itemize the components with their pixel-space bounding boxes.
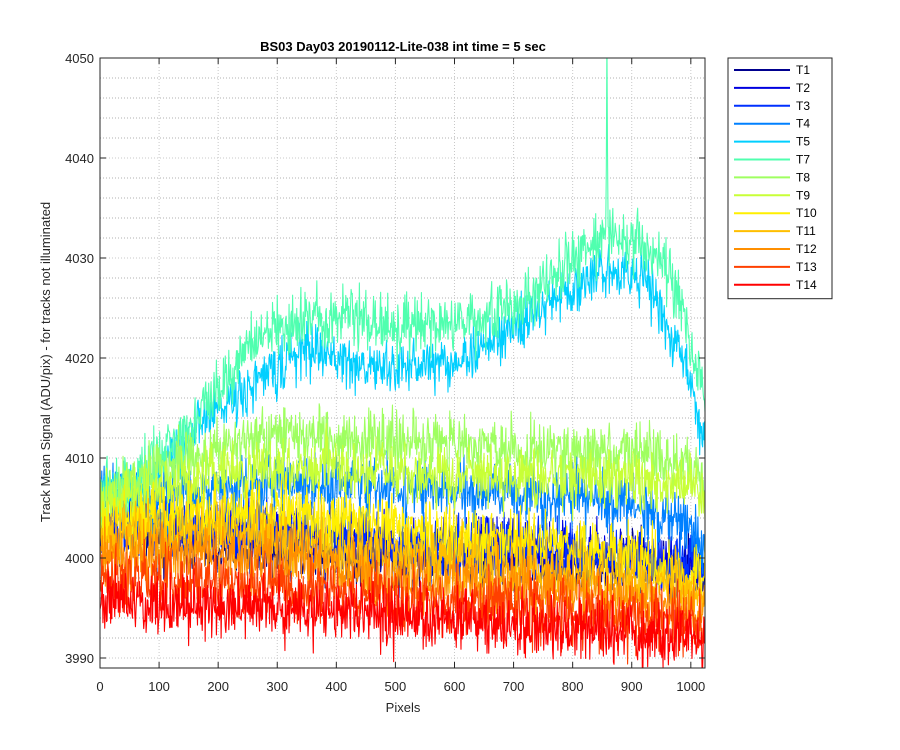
series-line-t7 (100, 58, 705, 527)
series-line-t10 (100, 474, 705, 612)
y-tick-label: 4030 (65, 251, 94, 266)
series-line-t14 (100, 563, 705, 668)
legend-label: T14 (796, 278, 817, 292)
x-tick-label: 500 (385, 679, 407, 694)
legend-label: T5 (796, 135, 810, 149)
x-tick-label: 900 (621, 679, 643, 694)
y-tick-label: 4050 (65, 51, 94, 66)
axis-ticks (99, 57, 705, 668)
y-tick-labels: 3990 4000 4010 4020 4030 4040 4050 (65, 51, 94, 666)
legend-label: T4 (796, 117, 810, 131)
series-layer (100, 58, 705, 668)
plot-frame (99, 57, 706, 669)
legend-label: T11 (796, 224, 816, 238)
series-line-t11 (100, 495, 705, 628)
y-tick-label: 4000 (65, 551, 94, 566)
series-line-t9 (100, 423, 705, 540)
legend-label: T13 (796, 260, 817, 274)
legend-label: T3 (796, 99, 810, 113)
legend-label: T12 (796, 242, 817, 256)
y-tick-label: 4020 (65, 351, 94, 366)
y-axis-label: Track Mean Signal (ADU/pix) - for tracks… (38, 202, 53, 522)
y-tick-label: 4010 (65, 451, 94, 466)
y-tick-label: 3990 (65, 651, 94, 666)
x-tick-label: 700 (503, 679, 525, 694)
legend: T1 T2 T3 T4 T5 T7 T8 T9 T10 T11 T12 T13 T14 (727, 57, 833, 300)
legend-label: T10 (796, 206, 817, 220)
x-axis-label: Pixels (386, 700, 421, 715)
legend-label: T7 (796, 153, 810, 167)
legend-label: T1 (796, 63, 810, 77)
legend-label: T2 (796, 81, 810, 95)
x-tick-labels: 0 100 200 300 400 500 600 700 800 900 1000 (96, 679, 705, 694)
x-tick-label: 200 (207, 679, 229, 694)
legend-label: T9 (796, 188, 810, 202)
x-tick-label: 100 (148, 679, 170, 694)
y-tick-label: 4040 (65, 151, 94, 166)
x-tick-label: 300 (266, 679, 288, 694)
plot-area (99, 57, 706, 669)
x-tick-label: 0 (96, 679, 103, 694)
x-tick-label: 400 (325, 679, 347, 694)
chart-title: BS03 Day03 20190112-Lite-038 int time = … (260, 39, 546, 54)
series-line-t8 (100, 403, 705, 524)
x-tick-label: 1000 (676, 679, 705, 694)
x-tick-label: 800 (562, 679, 584, 694)
legend-label: T8 (796, 170, 810, 184)
x-tick-label: 600 (444, 679, 466, 694)
